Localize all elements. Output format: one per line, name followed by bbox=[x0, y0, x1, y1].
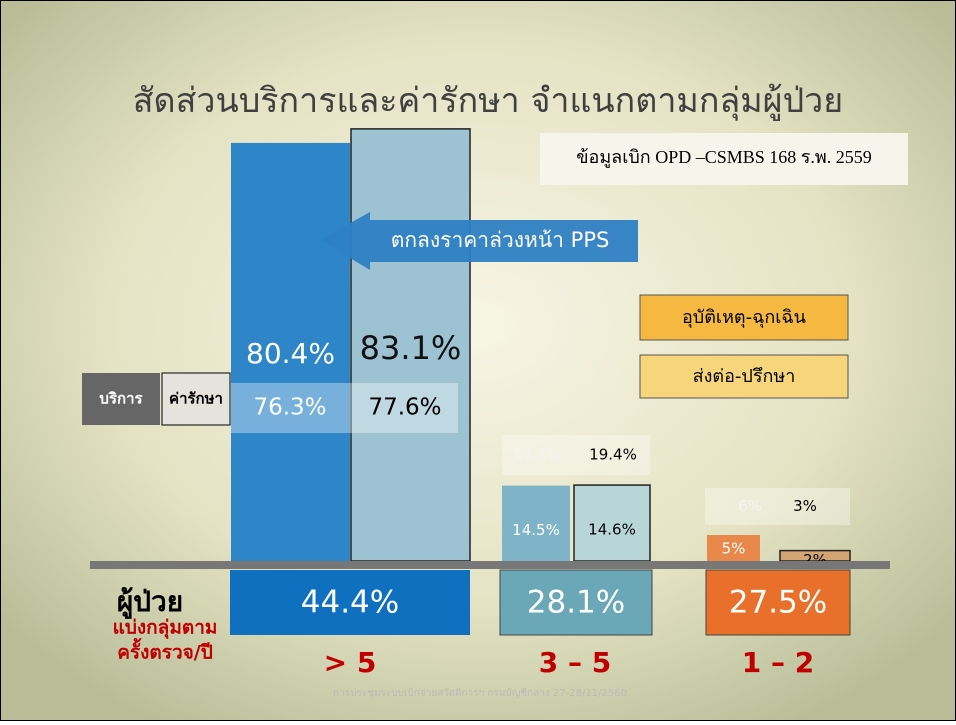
value-label: 80.4% bbox=[246, 337, 335, 370]
patient-share: 28.1% bbox=[527, 585, 625, 621]
patient-share: 44.4% bbox=[301, 585, 399, 621]
patients-sublabel: ครั้งตรวจ/ปี bbox=[117, 638, 213, 664]
value-label: 83.1% bbox=[360, 329, 462, 367]
category-label: 1 – 2 bbox=[742, 646, 814, 679]
annotation-box bbox=[639, 354, 849, 399]
title: สัดส่วนบริการและค่ารักษา จำแนกตามกลุ่มผู… bbox=[133, 81, 843, 121]
inner-value-label: 77.6% bbox=[368, 395, 441, 421]
inner-value-label: 3% bbox=[793, 497, 817, 515]
value-label: 14.5% bbox=[512, 521, 560, 539]
arrow bbox=[320, 212, 638, 270]
bar bbox=[707, 535, 760, 561]
inner-value-label: 6% bbox=[738, 497, 762, 515]
legend-label: ค่ารักษา bbox=[169, 390, 223, 408]
category-label: 3 – 5 bbox=[539, 646, 611, 679]
value-label: 5% bbox=[722, 540, 746, 558]
bar bbox=[350, 128, 471, 562]
inner-value-label: 17.7% bbox=[513, 446, 561, 464]
inner-value-label: 76.3% bbox=[253, 395, 326, 421]
patient-share: 27.5% bbox=[729, 585, 827, 621]
patients-sublabel: แบ่งกลุ่มตาม bbox=[113, 617, 218, 640]
bar bbox=[231, 142, 350, 562]
note: ข้อมูลเบิก OPD –CSMBS 168 ร.พ. 2559 bbox=[576, 147, 872, 168]
inner-band bbox=[231, 383, 458, 433]
value-label: 14.6% bbox=[588, 521, 636, 539]
annotation: อุบัติเหตุ-ฉุกเฉิน bbox=[682, 307, 806, 328]
patients-label: ผู้ป่วย bbox=[117, 585, 183, 619]
patient-box bbox=[230, 570, 470, 635]
inner-band bbox=[705, 488, 850, 525]
annotation: ส่งต่อ-ปรึกษา bbox=[693, 366, 796, 387]
patient-box bbox=[705, 569, 851, 636]
footer: การประชุมระบบเบิกจ่ายสวัสดิการฯ กรมบัญชี… bbox=[333, 687, 627, 699]
arrow-label: ตกลงราคาล่วงหน้า PPS bbox=[391, 228, 610, 252]
annotation-box bbox=[639, 294, 849, 341]
inner-band bbox=[502, 435, 650, 475]
inner-value-label: 19.4% bbox=[589, 446, 637, 464]
patient-box bbox=[499, 569, 653, 636]
note-box bbox=[540, 133, 908, 185]
bar bbox=[573, 484, 651, 562]
legend-swatch bbox=[161, 372, 231, 426]
bar bbox=[502, 485, 570, 561]
category-label: > 5 bbox=[324, 646, 377, 679]
legend-label: บริการ bbox=[99, 390, 143, 408]
legend-swatch bbox=[82, 373, 160, 425]
